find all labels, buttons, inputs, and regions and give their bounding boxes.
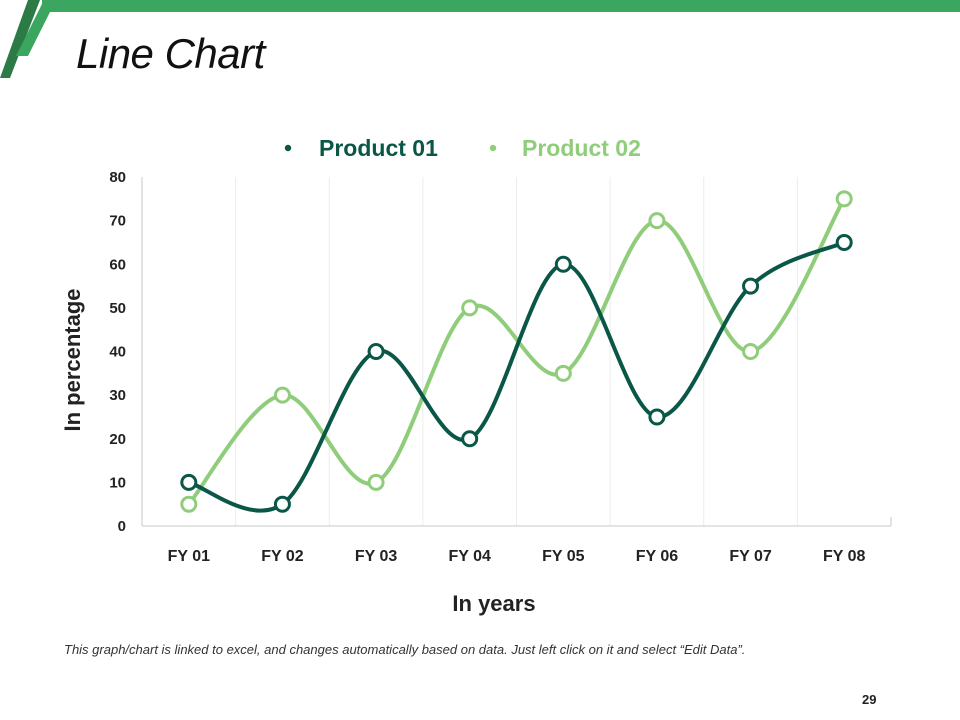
series-2-point: [367, 473, 385, 491]
accent-stripe-light: [16, 0, 56, 56]
y-axis-title: In percentage: [60, 288, 85, 431]
x-tick-label: FY 01: [168, 548, 211, 565]
x-tick-label: FY 04: [448, 548, 491, 565]
series-2-point: [461, 299, 479, 317]
series-2-point: [648, 212, 666, 230]
y-tick-label: 70: [109, 213, 126, 230]
series-1-point: [742, 277, 760, 295]
series-line-2: [186, 196, 847, 507]
series-2-point: [742, 343, 760, 360]
series-1-point: [648, 408, 666, 426]
x-tick-label: FY 03: [355, 548, 398, 565]
y-tick-label: 50: [109, 300, 126, 317]
series-points: [180, 190, 853, 513]
x-tick-label: FY 05: [542, 548, 585, 565]
legend: Product 01 Product 02: [284, 135, 641, 161]
legend-label-2: Product 02: [522, 135, 641, 161]
y-tick-label: 30: [109, 387, 126, 404]
series-1-point: [554, 255, 572, 273]
series-2-point: [180, 495, 198, 513]
footnote: This graph/chart is linked to excel, and…: [64, 642, 746, 657]
x-tick-label: FY 06: [636, 548, 679, 565]
axes: [141, 177, 892, 527]
series-2-point: [273, 386, 291, 404]
x-tick-labels: FY 01 FY 02 FY 03 FY 04 FY 05 FY 06 FY 07 FY 08: [168, 548, 866, 565]
series-1-point: [180, 473, 198, 491]
x-tick-label: FY 02: [261, 548, 304, 565]
series-1-point: [367, 343, 385, 360]
y-tick-label: 40: [109, 344, 126, 361]
series-1-point: [835, 233, 853, 251]
x-axis-title: In years: [452, 591, 535, 616]
series-1-point: [273, 495, 291, 513]
y-tick-labels: 0 10 20 30 40 50 60 70 80: [109, 169, 126, 535]
series-1-point: [461, 430, 479, 448]
series-line-1: [186, 240, 847, 513]
legend-marker-1: [284, 144, 292, 152]
y-tick-label: 20: [109, 431, 126, 448]
legend-label-1: Product 01: [319, 135, 438, 161]
series-2-point: [835, 190, 853, 208]
x-tick-label: FY 08: [823, 548, 866, 565]
accent-stripe-dark: [0, 0, 40, 78]
y-tick-label: 0: [118, 518, 126, 535]
x-tick-label: FY 07: [729, 548, 772, 565]
series-2-point: [554, 364, 572, 382]
top-accent-bar: [42, 0, 960, 12]
page-number: 29: [862, 692, 877, 707]
legend-marker-2: [489, 144, 497, 152]
y-tick-label: 60: [109, 256, 126, 273]
slide-title: Line Chart: [76, 30, 265, 77]
y-tick-label: 80: [109, 169, 126, 186]
y-tick-label: 10: [109, 474, 126, 491]
series-lines: [186, 196, 847, 513]
